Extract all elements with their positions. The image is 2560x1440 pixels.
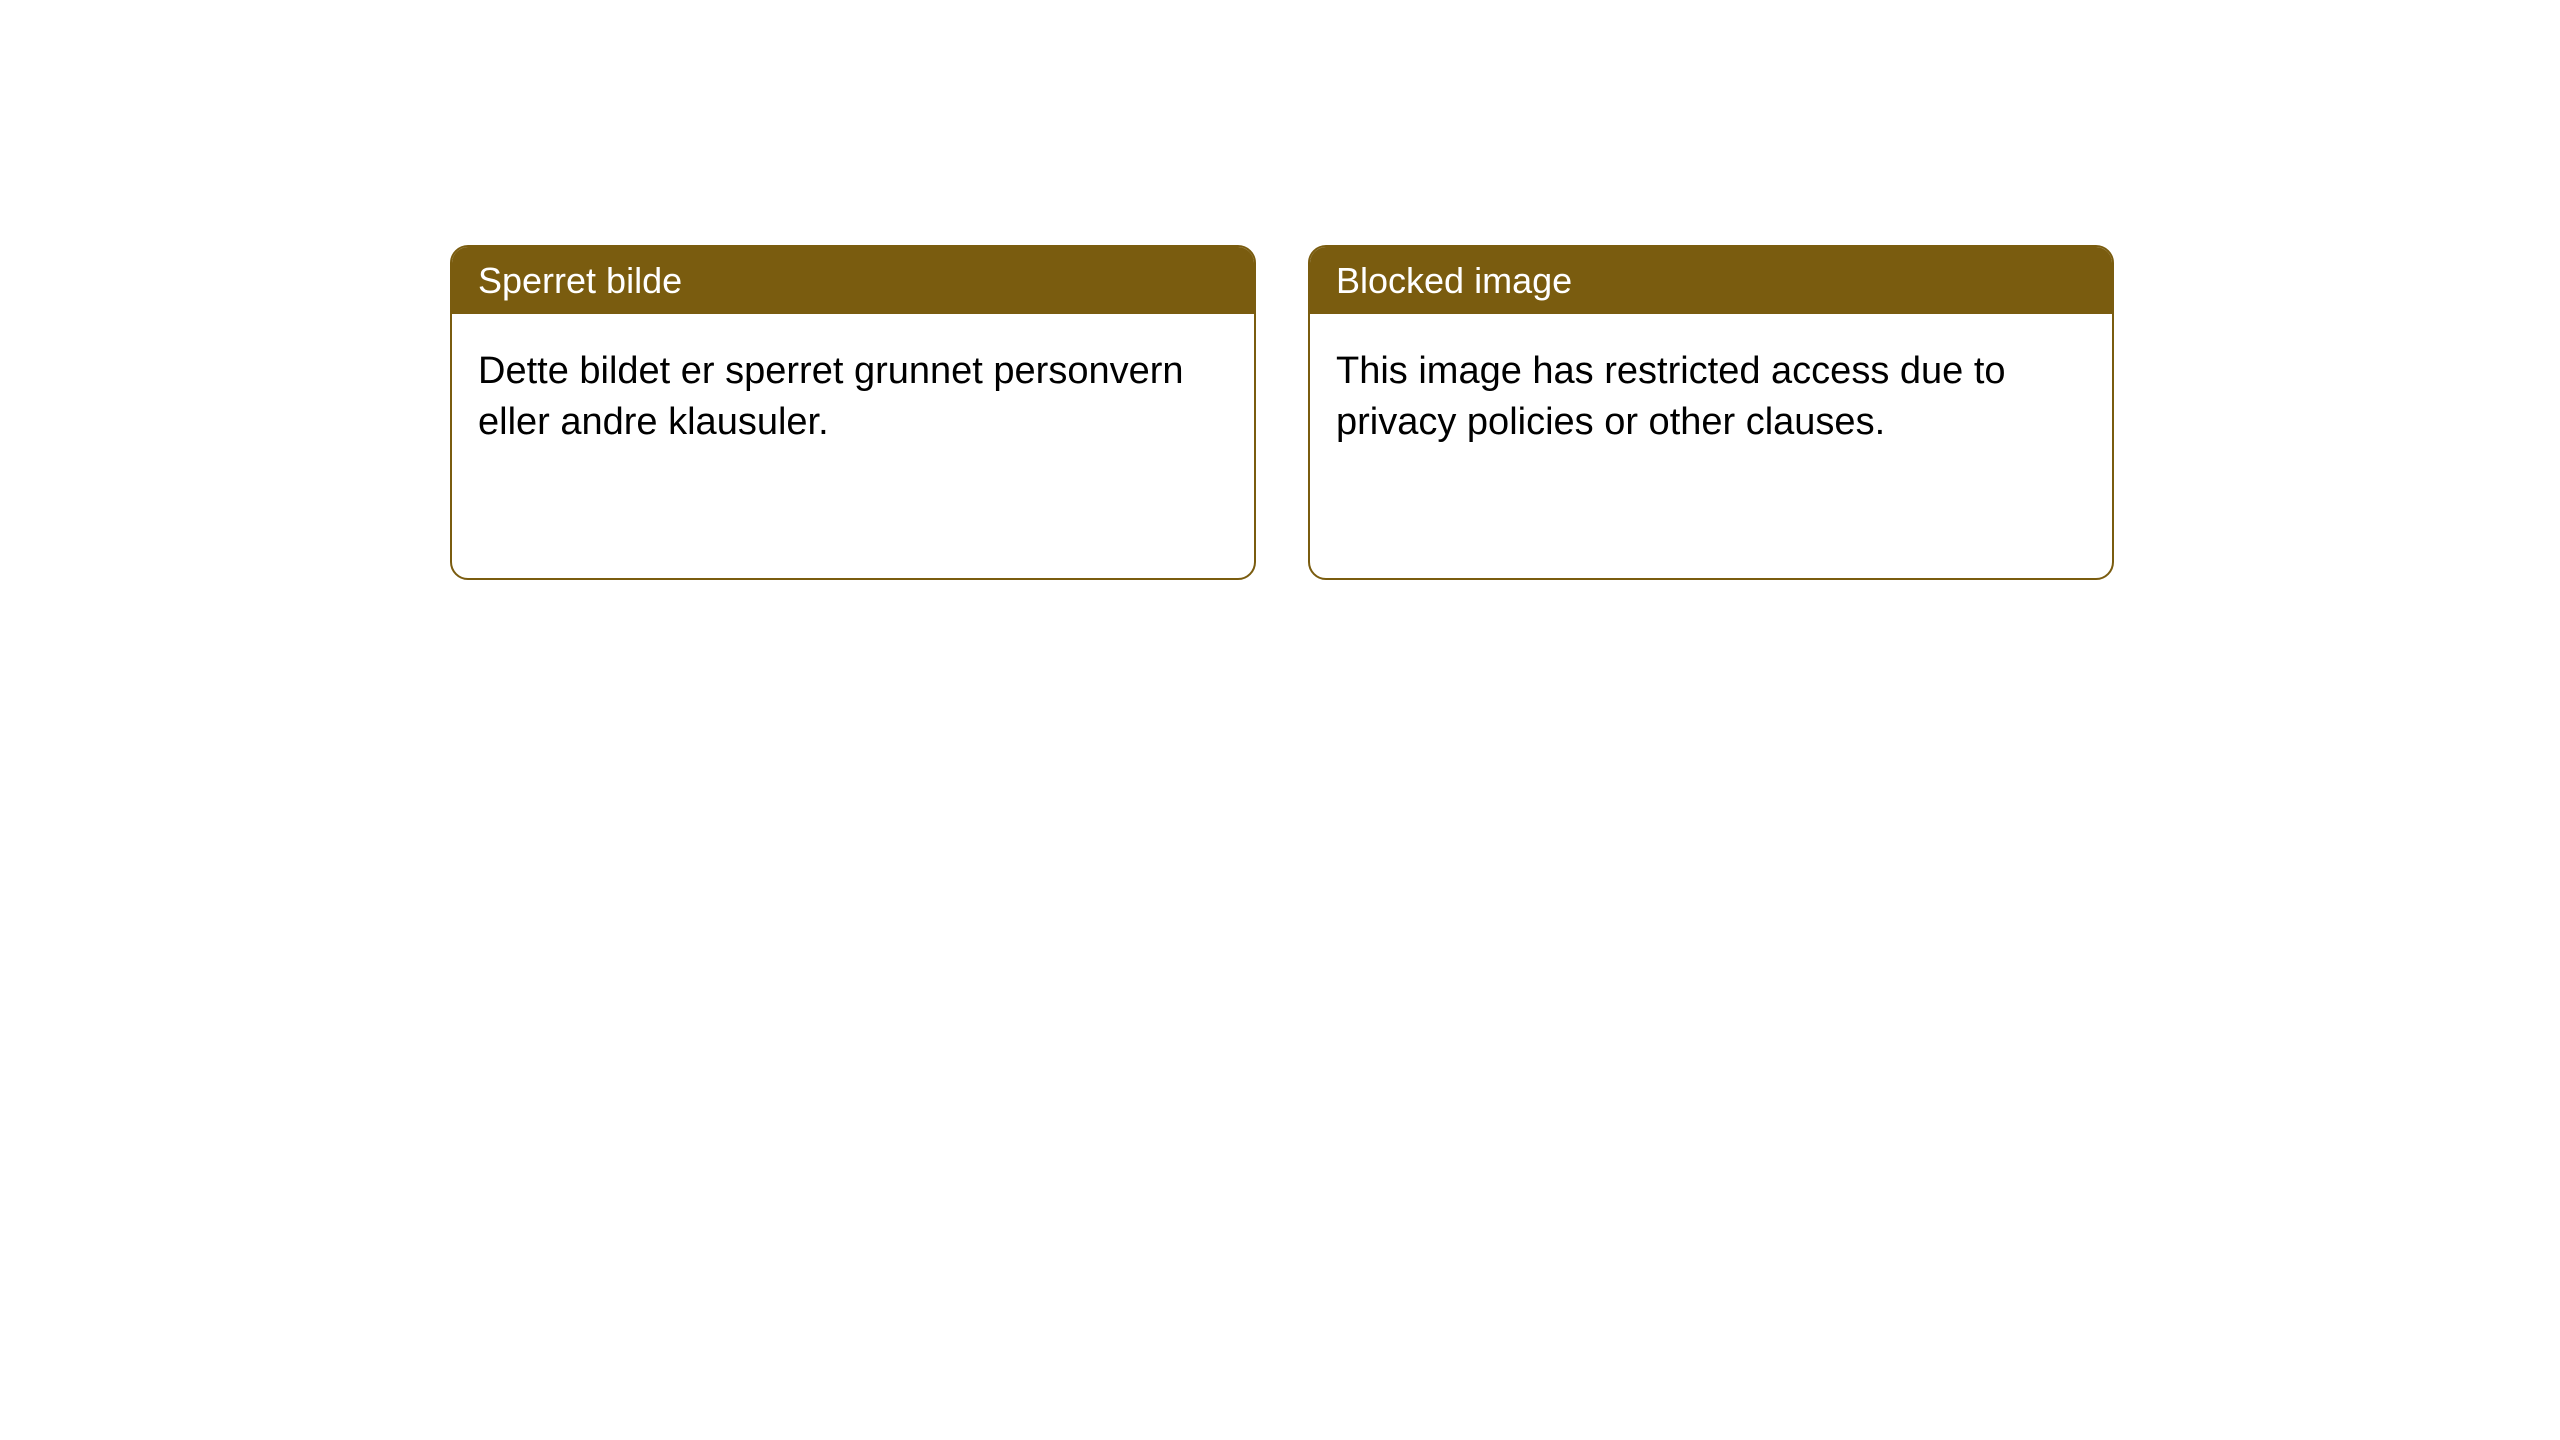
card-body-text: This image has restricted access due to …	[1336, 350, 2006, 443]
card-body: Dette bildet er sperret grunnet personve…	[452, 314, 1254, 481]
card-title: Blocked image	[1336, 260, 1572, 301]
card-header: Sperret bilde	[452, 247, 1254, 314]
notice-card-norwegian: Sperret bilde Dette bildet er sperret gr…	[450, 245, 1256, 580]
card-body-text: Dette bildet er sperret grunnet personve…	[478, 350, 1184, 443]
card-body: This image has restricted access due to …	[1310, 314, 2112, 481]
card-title: Sperret bilde	[478, 260, 682, 301]
card-header: Blocked image	[1310, 247, 2112, 314]
notice-cards-container: Sperret bilde Dette bildet er sperret gr…	[450, 245, 2114, 580]
notice-card-english: Blocked image This image has restricted …	[1308, 245, 2114, 580]
